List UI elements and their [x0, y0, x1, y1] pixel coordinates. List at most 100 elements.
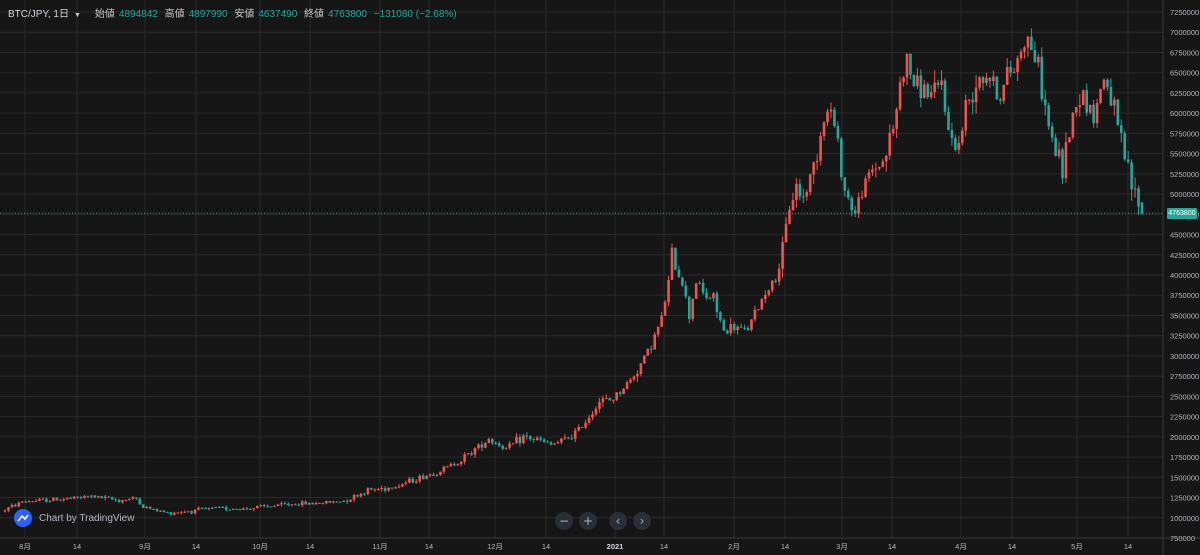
time-tick-label: 14 [425, 542, 433, 551]
candle [342, 500, 345, 503]
time-tick-label: 14 [306, 542, 314, 551]
attribution-label[interactable]: Chart by TradingView [39, 512, 135, 524]
candle [708, 296, 712, 300]
candle [674, 247, 677, 271]
candle [314, 501, 318, 505]
candle [1109, 78, 1113, 107]
candle [197, 506, 200, 511]
candle [480, 441, 484, 452]
candle [511, 442, 515, 445]
price-tick-label: 4250000 [1170, 251, 1199, 260]
candle [38, 497, 41, 502]
candle [428, 473, 432, 478]
candle [591, 411, 594, 421]
candle [563, 434, 567, 440]
candle [280, 501, 283, 507]
candle [262, 503, 266, 508]
candle [694, 282, 698, 299]
candle [228, 509, 231, 511]
price-tick-label: 1000000 [1170, 514, 1199, 523]
candle [929, 85, 933, 100]
candle [767, 289, 771, 297]
candle [857, 192, 860, 219]
candle [107, 496, 110, 498]
zoom-in-button[interactable]: + [579, 512, 597, 530]
candle [791, 192, 795, 212]
close-value: 4763800 [328, 9, 367, 20]
candle [494, 441, 498, 445]
candle [909, 53, 912, 80]
scroll-right-button[interactable]: › [633, 512, 651, 530]
candle [501, 444, 504, 451]
candle [7, 506, 10, 513]
candle [764, 290, 767, 304]
zoom-controls: − + [555, 512, 597, 530]
candle [598, 397, 601, 413]
candle [532, 437, 536, 443]
candle [307, 502, 311, 506]
candle [349, 499, 352, 503]
time-tick-label: 14 [660, 542, 668, 551]
candle [746, 325, 750, 332]
candle [214, 506, 218, 509]
last-price-badge: 4763800 [1167, 207, 1197, 219]
candle [332, 500, 335, 504]
candle [432, 472, 435, 476]
candle [905, 53, 909, 86]
candle [646, 348, 650, 357]
candle [594, 406, 598, 416]
candle [663, 300, 667, 316]
tradingview-attribution[interactable]: Chart by TradingView [14, 509, 134, 527]
candle [549, 441, 553, 446]
candle [128, 498, 131, 501]
candle [48, 500, 52, 503]
candle [380, 485, 383, 492]
candle [681, 277, 684, 287]
candle [276, 503, 280, 507]
candle [960, 127, 964, 146]
candle [1005, 58, 1009, 85]
chevron-down-icon[interactable]: ▼ [73, 12, 81, 19]
time-axis[interactable]: 8月 14 9月 14 10月 14 11月 14 12月 14 2021 14 2月 14 3月 14 4月 1… [19, 542, 1132, 551]
candle [497, 441, 501, 448]
candle [933, 70, 936, 99]
candle [560, 438, 563, 445]
candle [162, 509, 166, 513]
zoom-out-button[interactable]: − [555, 512, 573, 530]
candle [273, 505, 276, 507]
candle [1081, 89, 1085, 106]
candle [65, 497, 69, 501]
candle [936, 79, 940, 89]
candle [525, 432, 529, 440]
candle [300, 499, 304, 507]
candle [173, 511, 176, 516]
candle [1030, 28, 1033, 51]
candle [1099, 88, 1102, 105]
candle [86, 495, 90, 498]
candle [605, 394, 608, 400]
symbol-label[interactable]: BTC/JPY, 1日 [8, 9, 69, 20]
time-tick-label: 2021 [607, 542, 624, 551]
candle [833, 106, 836, 128]
scroll-left-button[interactable]: ‹ [609, 512, 627, 530]
candle [760, 297, 764, 311]
candle [715, 291, 719, 319]
price-axis[interactable]: 750000 1000000 1250000 1500000 1750000 200000… [1170, 8, 1199, 543]
candle [739, 323, 743, 328]
candle [701, 278, 705, 295]
candle [79, 495, 83, 500]
candle [55, 497, 59, 501]
candle [1023, 45, 1026, 59]
time-tick-label: 9月 [139, 542, 151, 551]
candle [753, 305, 757, 322]
candle [249, 508, 252, 510]
candle [567, 436, 570, 440]
candle [712, 291, 715, 302]
candle [304, 500, 307, 505]
candle [926, 82, 930, 100]
candle [1113, 96, 1116, 116]
candle [390, 487, 394, 490]
